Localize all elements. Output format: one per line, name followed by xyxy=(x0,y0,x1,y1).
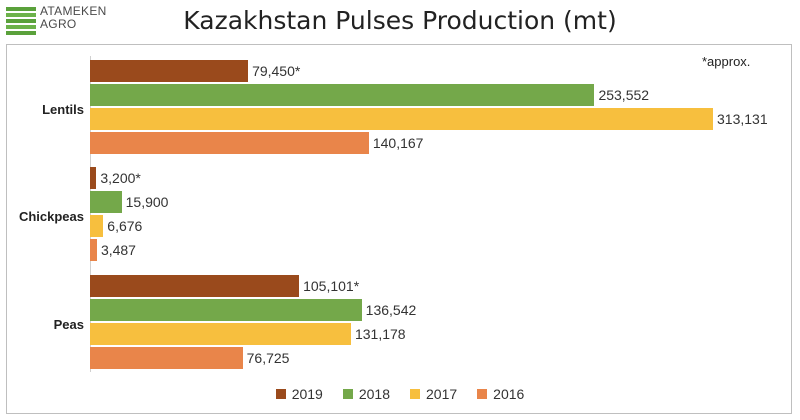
data-label-chickpeas-2018: 15,900 xyxy=(125,194,169,210)
legend-swatch-2017 xyxy=(410,389,420,399)
bar-chickpeas-2018 xyxy=(90,191,122,213)
logo-line-2: AGRO xyxy=(40,17,77,31)
legend-swatch-2016 xyxy=(477,389,488,399)
bar-peas-2018 xyxy=(90,299,362,321)
logo-text: ATAMEKEN AGRO xyxy=(40,5,107,31)
chart-frame xyxy=(6,44,792,414)
bar-chickpeas-2016 xyxy=(90,239,97,261)
bar-chickpeas-2017 xyxy=(90,215,104,237)
legend-swatch-2019 xyxy=(275,389,286,399)
bar-lentils-2018 xyxy=(90,84,595,106)
chart-title: Kazakhstan Pulses Production (mt) xyxy=(183,6,617,35)
data-label-chickpeas-2016: 3,487 xyxy=(100,242,136,258)
data-label-lentils-2017: 313,131 xyxy=(717,111,768,127)
bar-chickpeas-2019 xyxy=(90,167,97,189)
legend-item-2019: 2019 xyxy=(275,386,323,402)
category-label-lentils: Lentils xyxy=(42,102,84,117)
logo-mark-icon xyxy=(6,7,36,37)
bar-peas-2017 xyxy=(90,323,351,345)
logo-line-1: ATAMEKEN xyxy=(40,4,107,18)
data-label-peas-2016: 76,725 xyxy=(246,350,290,366)
bar-peas-2019 xyxy=(90,275,300,297)
legend-item-2017: 2017 xyxy=(410,386,457,402)
legend-item-2018: 2018 xyxy=(342,386,390,402)
data-label-chickpeas-2017: 6,676 xyxy=(107,218,143,234)
chart-legend: 2019 2018 2017 2016 xyxy=(0,386,800,402)
legend-label-2017: 2017 xyxy=(426,386,458,402)
legend-label-2016: 2016 xyxy=(493,386,525,402)
category-axis-line xyxy=(90,56,91,372)
company-logo: ATAMEKEN AGRO xyxy=(6,5,136,37)
bar-peas-2016 xyxy=(90,347,243,369)
data-label-chickpeas-2019: 3,200* xyxy=(100,170,141,186)
approx-note: *approx. xyxy=(702,54,751,69)
bar-lentils-2019 xyxy=(90,60,249,82)
data-label-peas-2017: 131,178 xyxy=(354,326,406,342)
data-label-lentils-2019: 79,450* xyxy=(252,63,301,79)
category-label-peas: Peas xyxy=(53,317,84,332)
legend-swatch-2018 xyxy=(342,389,353,399)
bar-lentils-2017 xyxy=(90,108,713,130)
data-label-lentils-2016: 140,167 xyxy=(372,135,424,151)
data-label-peas-2018: 136,542 xyxy=(365,302,417,318)
legend-label-2018: 2018 xyxy=(358,386,390,402)
category-label-chickpeas: Chickpeas xyxy=(18,209,84,224)
bar-lentils-2016 xyxy=(90,132,369,154)
legend-item-2016: 2016 xyxy=(477,386,524,402)
data-label-peas-2019: 105,101* xyxy=(303,278,360,294)
data-label-lentils-2018: 253,552 xyxy=(598,87,650,103)
legend-label-2019: 2019 xyxy=(291,386,323,402)
